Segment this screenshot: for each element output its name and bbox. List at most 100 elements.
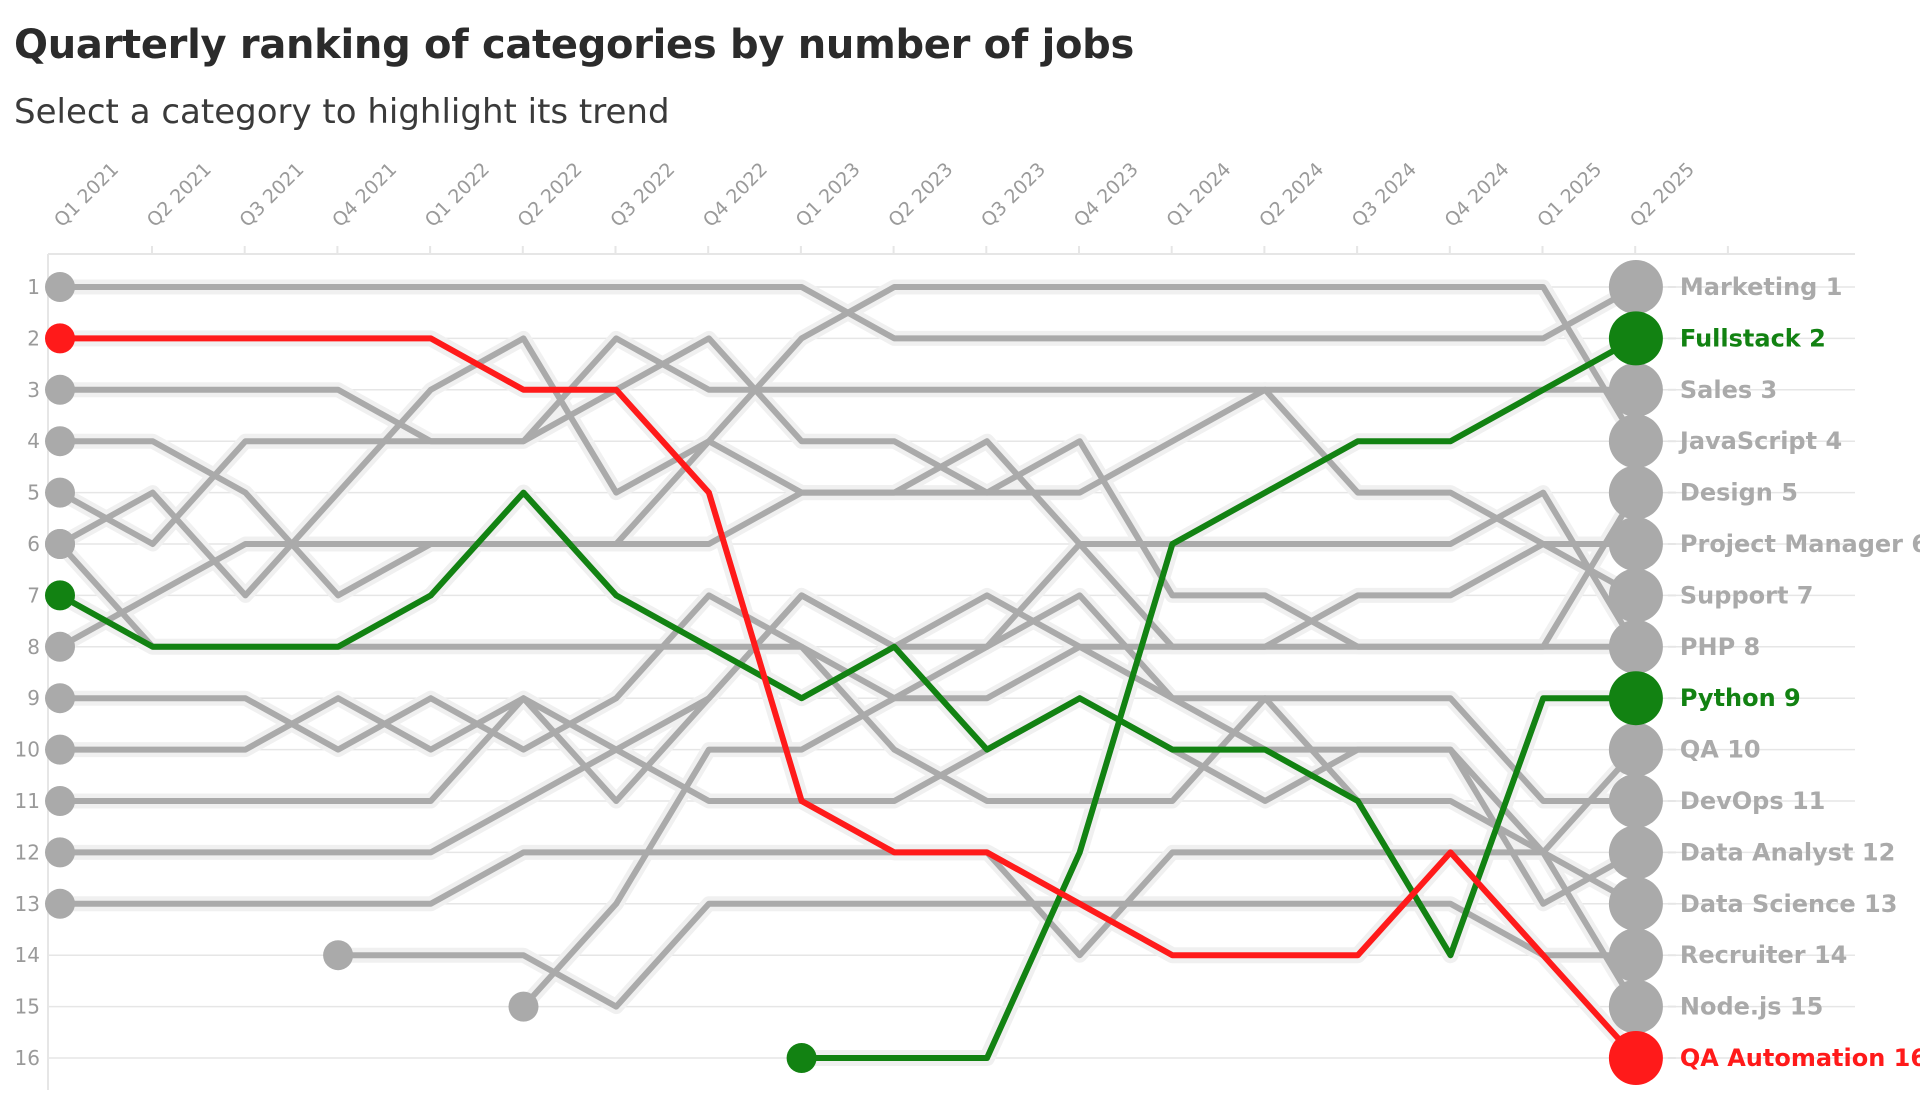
end-label[interactable]: Fullstack 2	[1680, 324, 1826, 352]
series-end-dot[interactable]	[1608, 876, 1663, 931]
series-start-dot[interactable]	[45, 477, 75, 508]
x-tick-label: Q4 2022	[699, 158, 772, 231]
x-tick-label: Q3 2024	[1348, 158, 1421, 231]
series-dots	[45, 260, 1663, 1085]
x-tick-label: Q1 2025	[1533, 158, 1606, 231]
series-end-dot[interactable]	[1608, 260, 1663, 314]
y-tick-label: 10	[15, 738, 40, 762]
series-start-dot[interactable]	[45, 580, 75, 611]
x-tick-label: Q1 2022	[421, 158, 494, 231]
y-tick-label: 13	[15, 892, 40, 916]
series-end-dot[interactable]	[1608, 1031, 1663, 1085]
chart-title: Quarterly ranking of categories by numbe…	[14, 22, 1135, 68]
series-start-dot[interactable]	[786, 1043, 817, 1073]
x-tick-label: Q1 2024	[1162, 158, 1235, 231]
series-start-dot[interactable]	[45, 323, 75, 354]
series-line[interactable]	[57, 335, 1639, 1061]
series-start-dot[interactable]	[45, 734, 75, 765]
series-end-dot[interactable]	[1608, 362, 1663, 417]
series-start-dot[interactable]	[45, 272, 75, 302]
series-start-dot[interactable]	[45, 786, 75, 816]
x-tick-label: Q2 2023	[884, 158, 957, 231]
y-tick-label: 9	[27, 686, 40, 710]
x-tick-label: Q2 2025	[1626, 158, 1699, 231]
x-tick-label: Q2 2022	[513, 158, 586, 231]
series-end-dot[interactable]	[1608, 568, 1663, 623]
x-tick-label: Q3 2023	[977, 158, 1050, 231]
series-start-dot[interactable]	[323, 940, 354, 971]
y-tick-label: 5	[27, 481, 40, 505]
series-line[interactable]	[57, 849, 1639, 959]
series-line[interactable]	[520, 489, 1639, 1010]
y-tick-label: 8	[27, 635, 40, 659]
series-end-dot[interactable]	[1608, 414, 1663, 469]
end-label[interactable]: QA Automation 16	[1680, 1044, 1920, 1072]
x-tick-label: Q2 2021	[143, 158, 216, 231]
x-tick-label: Q4 2021	[328, 158, 401, 231]
x-tick-label: Q2 2024	[1255, 158, 1328, 231]
y-tick-label: 16	[15, 1046, 40, 1070]
series-start-dot[interactable]	[45, 374, 75, 405]
end-label[interactable]: Data Science 13	[1680, 890, 1898, 918]
y-tick-label: 3	[27, 378, 40, 402]
series-end-dot[interactable]	[1608, 928, 1663, 983]
series-end-dot[interactable]	[1608, 722, 1663, 777]
y-tick-label: 7	[27, 583, 40, 607]
series-glow	[52, 382, 1644, 655]
end-label[interactable]: Sales 3	[1680, 376, 1777, 404]
series-lines	[57, 284, 1639, 1061]
series-start-dot[interactable]	[45, 631, 75, 662]
series-end-dot[interactable]	[1608, 774, 1663, 828]
y-tick-label: 12	[15, 840, 40, 864]
end-label[interactable]: PHP 8	[1680, 633, 1760, 661]
series-end-dot[interactable]	[1608, 979, 1663, 1034]
series-line[interactable]	[57, 284, 1639, 599]
series-start-dot[interactable]	[45, 837, 75, 868]
series-start-dot[interactable]	[45, 888, 75, 919]
x-axis: Q1 2021 Q2 2021 Q3 2021 Q4 2021 Q1 2022 Q2 20…	[50, 158, 1729, 254]
end-label[interactable]: Node.js 15	[1680, 993, 1823, 1021]
series-start-dot[interactable]	[45, 683, 75, 714]
x-tick-label: Q4 2024	[1440, 158, 1513, 231]
y-tick-label: 11	[15, 789, 40, 813]
end-label[interactable]: Python 9	[1680, 684, 1801, 712]
end-label[interactable]: Data Analyst 12	[1680, 838, 1895, 866]
end-labels: Marketing 1 Sales 3 JavaScript 4 Design 5 Pr…	[1667, 273, 1920, 1072]
series-start-dot[interactable]	[508, 991, 539, 1022]
series-line[interactable]	[57, 489, 1639, 959]
series-end-dot[interactable]	[1608, 825, 1663, 880]
y-tick-label: 6	[27, 532, 40, 556]
end-label[interactable]: Project Manager 6	[1680, 530, 1920, 558]
y-tick-label: 4	[27, 429, 40, 453]
end-label[interactable]: JavaScript 4	[1678, 427, 1842, 455]
x-tick-label: Q3 2021	[235, 158, 308, 231]
end-label[interactable]: DevOps 11	[1680, 787, 1825, 815]
y-tick-label: 14	[15, 943, 40, 967]
series-start-dot[interactable]	[45, 426, 75, 457]
end-label[interactable]: Marketing 1	[1680, 273, 1843, 301]
series-line[interactable]	[57, 386, 1639, 650]
series-start-dot[interactable]	[45, 529, 75, 559]
series-end-dot[interactable]	[1608, 465, 1663, 520]
series-line[interactable]	[57, 592, 1639, 1010]
end-label[interactable]: Design 5	[1680, 479, 1798, 507]
x-tick-label: Q3 2022	[606, 158, 679, 231]
x-tick-label: Q1 2023	[792, 158, 865, 231]
series-line[interactable]	[57, 592, 1639, 856]
y-tick-label: 1	[27, 275, 40, 299]
x-tick-label: Q4 2023	[1070, 158, 1143, 231]
end-label[interactable]: QA 10	[1680, 736, 1761, 764]
series-line[interactable]	[57, 335, 1639, 445]
x-tick-label: Q1 2021	[50, 158, 123, 231]
end-label[interactable]: Support 7	[1680, 581, 1814, 609]
y-tick-label: 2	[27, 326, 40, 350]
series-line[interactable]	[798, 335, 1639, 1061]
series-end-dot[interactable]	[1608, 619, 1663, 674]
series-end-dot[interactable]	[1608, 517, 1663, 571]
series-end-dot[interactable]	[1608, 671, 1663, 726]
y-tick-label: 15	[15, 995, 40, 1019]
series-end-dot[interactable]	[1608, 311, 1663, 366]
end-label[interactable]: Recruiter 14	[1680, 941, 1847, 969]
